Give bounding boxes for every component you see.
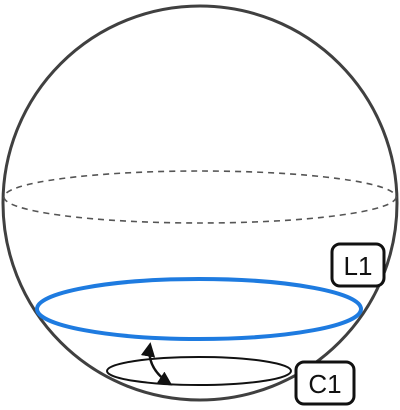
equator-dashed-ellipse <box>3 170 397 224</box>
label-l1-box: L1 <box>330 242 386 288</box>
label-c1-text: C1 <box>308 369 341 399</box>
label-c1-box: C1 <box>294 360 356 406</box>
latitude-ring-l1 <box>35 277 363 341</box>
label-l1-text: L1 <box>344 251 373 281</box>
sphere-outline <box>1 4 399 402</box>
double-arrow <box>140 342 173 386</box>
circle-c1 <box>106 356 292 386</box>
